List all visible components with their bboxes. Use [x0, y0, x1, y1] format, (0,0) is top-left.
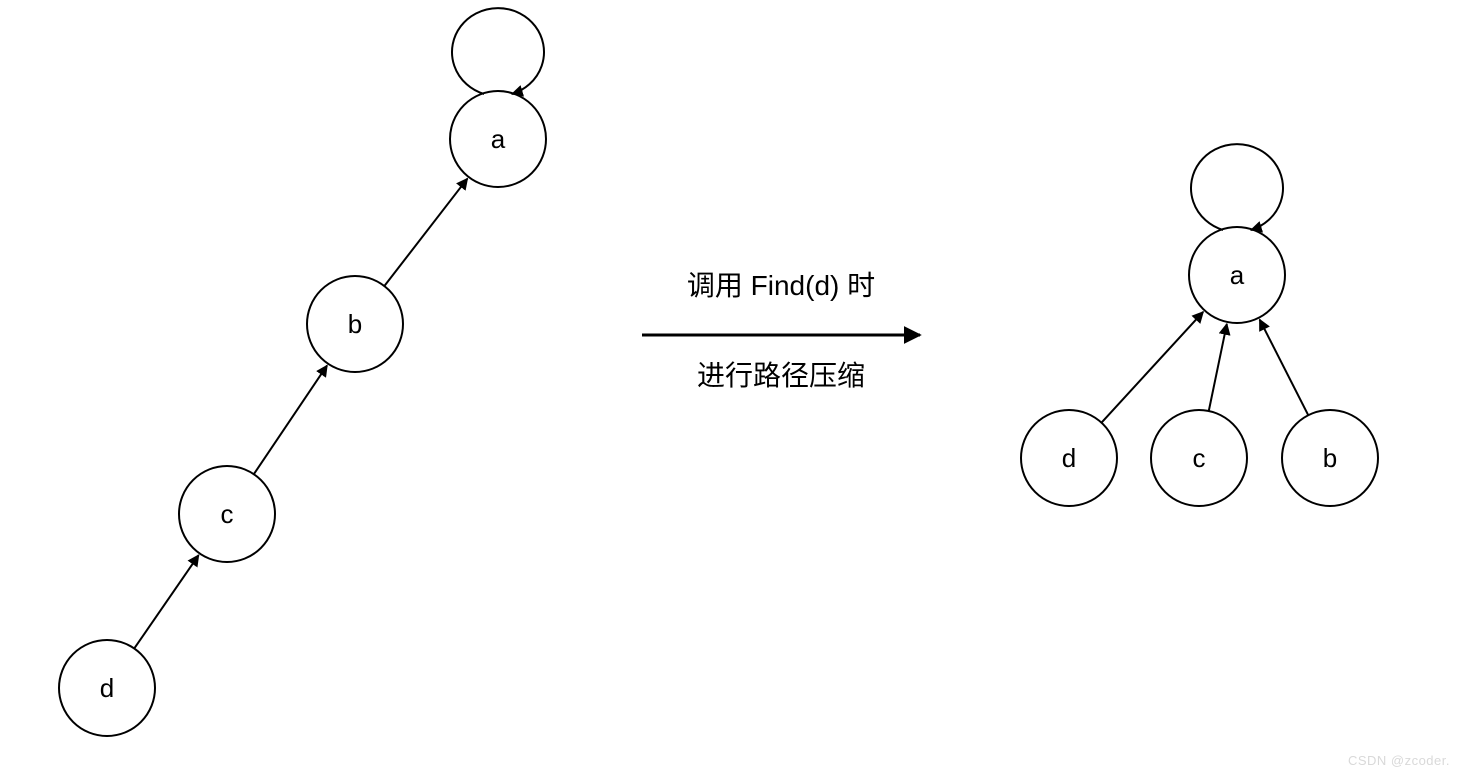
edge — [134, 555, 198, 648]
edge — [254, 365, 327, 474]
watermark-text: CSDN @zcoder. — [1348, 753, 1450, 768]
edge — [384, 179, 467, 286]
node-label-a: a — [491, 124, 506, 154]
self-loop — [1191, 144, 1283, 230]
node-label-a: a — [1230, 260, 1245, 290]
node-label-b: b — [348, 309, 362, 339]
diagram-canvas: a b c d a d c b 调用 Find(d) 时进行路径压缩 — [0, 0, 1462, 776]
self-loop — [452, 8, 544, 94]
arrow-label-top: 调用 Find(d) 时 — [687, 270, 875, 301]
arrow-label-bottom: 进行路径压缩 — [697, 360, 865, 391]
edge — [1209, 324, 1227, 411]
node-label-b: b — [1323, 443, 1337, 473]
node-label-c: c — [221, 499, 234, 529]
node-label-d: d — [1062, 443, 1076, 473]
node-label-d: d — [100, 673, 114, 703]
node-label-c: c — [1193, 443, 1206, 473]
edge — [1260, 320, 1309, 416]
edge — [1101, 312, 1203, 423]
